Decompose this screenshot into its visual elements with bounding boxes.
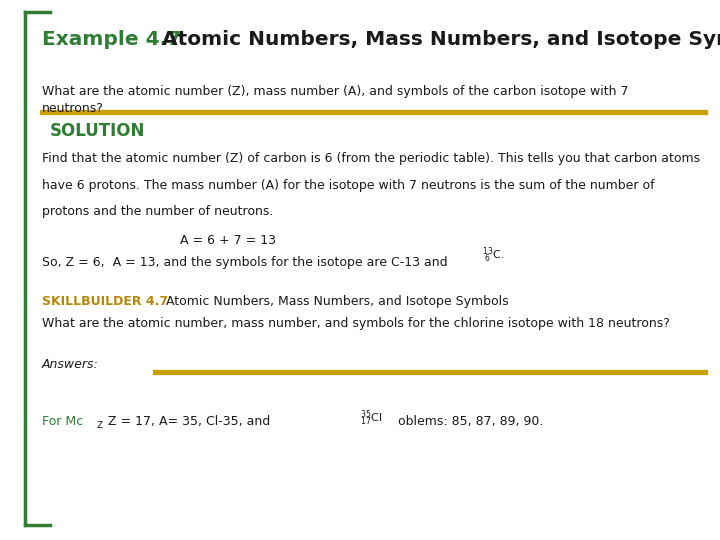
Text: SOLUTION: SOLUTION <box>50 122 145 140</box>
Text: $^{13}_{\ 6}$C.: $^{13}_{\ 6}$C. <box>482 245 505 265</box>
Text: Atomic Numbers, Mass Numbers, and Isotope Symbols: Atomic Numbers, Mass Numbers, and Isotop… <box>162 295 508 308</box>
Text: protons and the number of neutrons.: protons and the number of neutrons. <box>42 205 274 218</box>
Text: Answers:: Answers: <box>42 358 99 371</box>
Text: What are the atomic number (Z), mass number (A), and symbols of the carbon isoto: What are the atomic number (Z), mass num… <box>42 85 629 98</box>
Text: Find that the atomic number (Z) of carbon is 6 (from the periodic table). This t: Find that the atomic number (Z) of carbo… <box>42 152 700 165</box>
Text: So, Z = 6,  A = 13, and the symbols for the isotope are C-13 and: So, Z = 6, A = 13, and the symbols for t… <box>42 256 448 269</box>
Text: oblems: 85, 87, 89, 90.: oblems: 85, 87, 89, 90. <box>398 415 544 428</box>
Text: Z = 17, A= 35, Cl-35, and: Z = 17, A= 35, Cl-35, and <box>108 415 270 428</box>
Text: A = 6 + 7 = 13: A = 6 + 7 = 13 <box>180 234 276 247</box>
Text: Z: Z <box>97 421 103 429</box>
Text: $^{35}_{17}$Cl: $^{35}_{17}$Cl <box>360 408 382 428</box>
Text: neutrons?: neutrons? <box>42 102 104 115</box>
Text: Example 4.7: Example 4.7 <box>42 30 181 49</box>
Text: have 6 protons. The mass number (A) for the isotope with 7 neutrons is the sum o: have 6 protons. The mass number (A) for … <box>42 179 654 192</box>
Text: SKILLBUILDER 4.7: SKILLBUILDER 4.7 <box>42 295 168 308</box>
Text: What are the atomic number, mass number, and symbols for the chlorine isotope wi: What are the atomic number, mass number,… <box>42 317 670 330</box>
Text: Atomic Numbers, Mass Numbers, and Isotope Symbols: Atomic Numbers, Mass Numbers, and Isotop… <box>155 30 720 49</box>
Text: For Mc: For Mc <box>42 415 83 428</box>
